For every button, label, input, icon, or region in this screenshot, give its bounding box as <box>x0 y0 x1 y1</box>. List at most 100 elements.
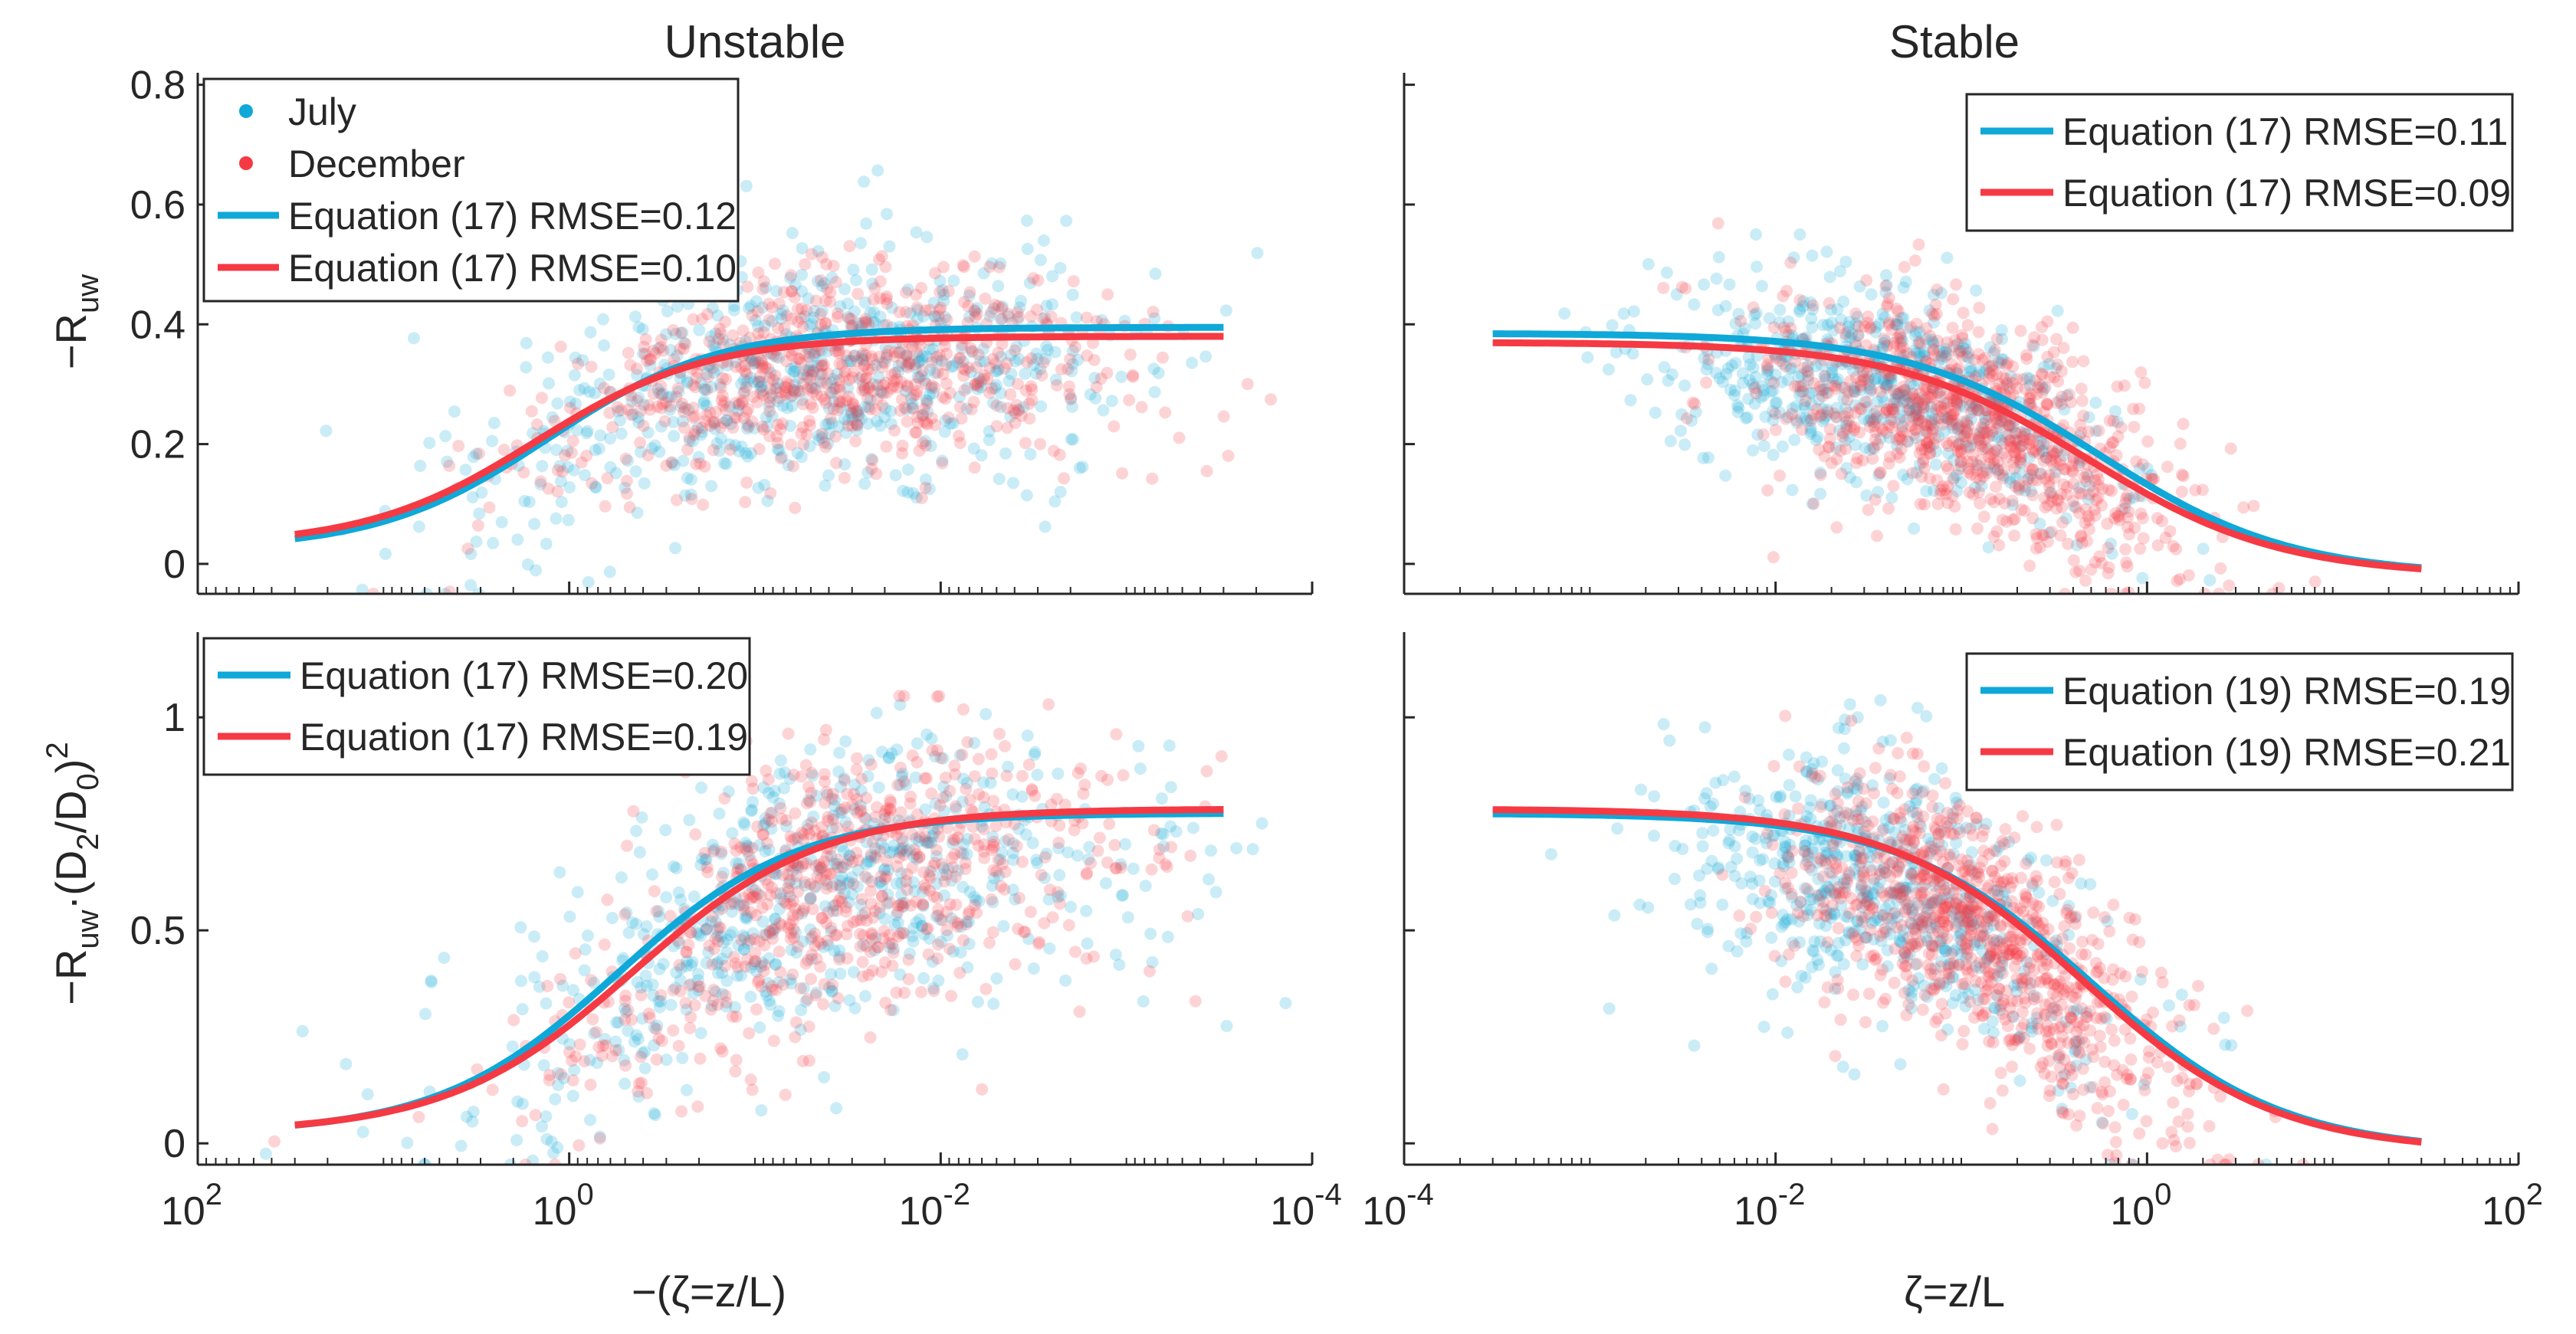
top-right-point-december <box>2030 474 2043 487</box>
top-left-point-december <box>780 381 793 394</box>
bottom-left-point-december <box>826 788 839 801</box>
top-right-point-july <box>1794 380 1807 393</box>
top-left-point-july <box>842 297 855 310</box>
top-right-point-december <box>1894 342 1907 355</box>
bottom-left-point-july <box>909 771 922 784</box>
top-right-point-july <box>1829 410 1843 423</box>
top-right-point-december <box>2151 512 2164 525</box>
top-right-point-july <box>1816 319 1829 331</box>
top-left-point-december <box>906 340 919 353</box>
top-right-point-december <box>2177 418 2190 431</box>
top-left-point-december <box>901 349 914 362</box>
top-right-point-december <box>1866 415 1879 428</box>
top-right-point-december <box>2137 532 2150 545</box>
bottom-left-point-december <box>785 926 797 939</box>
bottom-left-point-july <box>873 876 886 889</box>
bottom-left-point-december <box>821 934 834 947</box>
bottom-left-point-december <box>986 767 999 780</box>
top-left-point-december <box>862 317 875 330</box>
top-left-point-december <box>901 415 914 428</box>
bottom-left-point-july <box>673 936 686 949</box>
bottom-right-point-july <box>1723 834 1736 847</box>
top-left-point-july <box>473 507 486 520</box>
top-left-point-july <box>815 305 829 317</box>
bottom-left-point-december <box>936 914 949 926</box>
bottom-left-point-december <box>776 868 789 881</box>
top-right-point-december <box>2061 480 2074 493</box>
top-right-point-december <box>1901 434 1914 447</box>
bottom-left-point-july <box>692 928 705 940</box>
top-right-point-july <box>2003 419 2016 432</box>
bottom-left-point-december <box>906 828 919 841</box>
bottom-left-point-july <box>591 1057 603 1070</box>
bottom-left-point-july <box>946 837 959 850</box>
bottom-right-point-july <box>1825 944 1837 957</box>
top-left-point-december <box>615 404 628 417</box>
top-right-point-december <box>2237 501 2250 514</box>
bottom-right-point-july <box>1912 972 1925 985</box>
bottom-left-point-december <box>1109 862 1122 875</box>
top-right-point-december <box>2115 503 2128 516</box>
top-right-point-december <box>2020 352 2033 365</box>
top-right-point-december <box>1957 306 1970 320</box>
top-left-point-december <box>956 339 969 351</box>
top-right-point-july <box>1804 296 1817 309</box>
bottom-left-point-december <box>774 801 787 814</box>
bottom-right-point-july <box>1819 887 1832 900</box>
bottom-left-point-july <box>802 818 814 831</box>
bottom-left-point-december <box>788 832 801 845</box>
top-left-point-december <box>770 430 783 443</box>
top-left-point-december <box>803 351 816 364</box>
top-left-point-july <box>1066 358 1079 370</box>
bottom-right-point-july <box>1970 960 1983 973</box>
bottom-right-point-july <box>1768 829 1781 842</box>
bottom-left-point-december <box>688 999 701 1011</box>
top-left-point-july <box>825 376 838 388</box>
bottom-right-point-july <box>1859 911 1872 924</box>
top-left-point-july <box>855 352 868 365</box>
top-right-point-december <box>2067 554 2080 567</box>
top-left-point-december <box>601 472 614 485</box>
top-right-point-july <box>1602 363 1615 376</box>
top-right-point-july <box>1972 369 1985 382</box>
bottom-right-point-july <box>1926 915 1939 928</box>
bottom-left-point-july <box>881 897 894 910</box>
top-left-point-july <box>741 375 754 388</box>
top-left-point-july <box>665 390 678 403</box>
top-left-point-july <box>561 461 574 474</box>
top-right-point-july <box>1979 415 1992 427</box>
top-left-point-july <box>1066 288 1079 301</box>
top-right-point-july <box>1879 286 1892 299</box>
top-right-point-july <box>1930 445 1943 458</box>
bottom-right-point-july <box>2003 835 2016 848</box>
top-right-point-july <box>1626 347 1639 360</box>
top-right-point-july <box>2040 451 2053 464</box>
top-left-point-december <box>575 456 588 469</box>
bottom-right-point-july <box>1829 887 1843 900</box>
top-left-point-december <box>698 415 711 428</box>
top-right-point-december <box>2016 431 2030 443</box>
top-left-point-december <box>983 261 996 274</box>
top-right-point-july <box>1913 326 1926 339</box>
bottom-left-point-december <box>933 830 946 843</box>
top-left-point-july <box>629 465 642 478</box>
bottom-left-point-december <box>708 942 720 955</box>
top-right-point-december <box>1924 329 1937 343</box>
bottom-left-point-july <box>986 896 999 909</box>
top-right-point-july <box>1884 370 1897 383</box>
top-left-point-july <box>994 387 1007 400</box>
bottom-left-point-december <box>712 935 724 948</box>
top-left-point-december <box>792 352 805 365</box>
bottom-left-point-july <box>897 834 910 847</box>
top-left-point-july <box>776 399 789 412</box>
bottom-right-point-july <box>2056 1103 2069 1116</box>
bottom-left-point-july <box>738 931 751 944</box>
top-left-point-december <box>824 386 837 399</box>
top-right-point-december <box>2138 376 2151 389</box>
top-right-point-december <box>1844 420 1857 433</box>
bottom-left-point-december <box>950 898 963 911</box>
top-right-point-december <box>2009 434 2022 447</box>
bottom-left-xtick-label: 10-2 <box>899 1178 970 1234</box>
bottom-left-point-july <box>454 1139 468 1152</box>
top-right-point-july <box>1749 317 1762 330</box>
